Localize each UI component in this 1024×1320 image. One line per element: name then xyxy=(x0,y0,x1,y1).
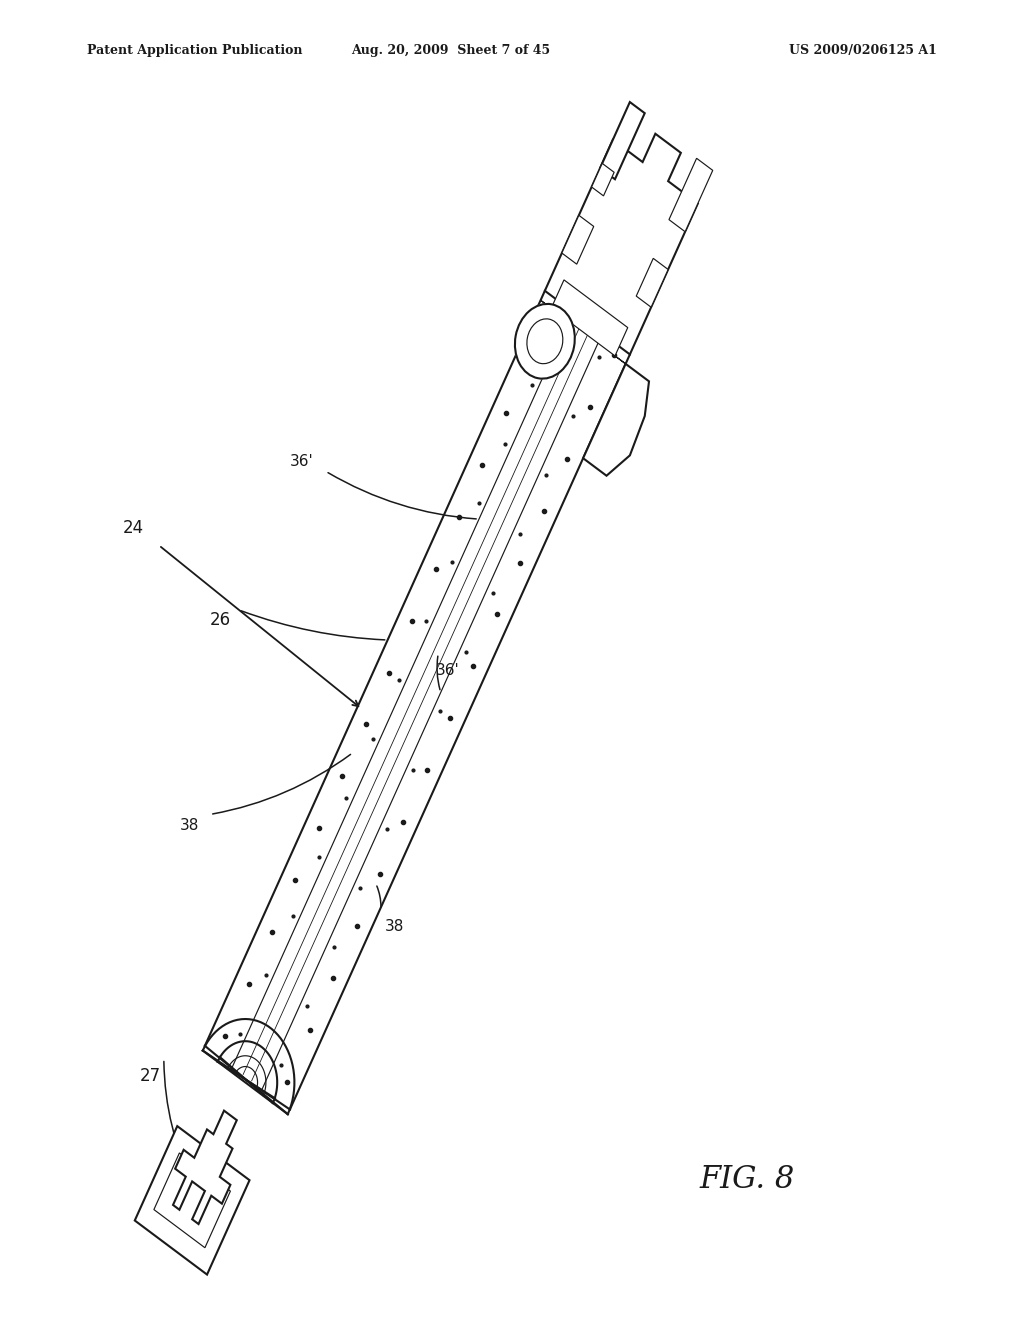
Text: FIG. 8: FIG. 8 xyxy=(699,1164,796,1195)
Polygon shape xyxy=(669,158,713,232)
Text: 36': 36' xyxy=(290,454,314,470)
Text: Patent Application Publication: Patent Application Publication xyxy=(87,44,302,57)
Polygon shape xyxy=(636,259,668,308)
Text: 27: 27 xyxy=(140,1067,161,1085)
Polygon shape xyxy=(135,1126,250,1275)
Text: Aug. 20, 2009  Sheet 7 of 45: Aug. 20, 2009 Sheet 7 of 45 xyxy=(351,44,550,57)
Text: 38: 38 xyxy=(180,817,199,833)
Text: 26: 26 xyxy=(210,611,230,630)
Text: 38: 38 xyxy=(385,919,403,935)
Ellipse shape xyxy=(515,304,574,379)
Text: 36': 36' xyxy=(435,663,460,678)
Polygon shape xyxy=(592,164,614,195)
Text: US 2009/0206125 A1: US 2009/0206125 A1 xyxy=(790,44,937,57)
Polygon shape xyxy=(562,215,594,264)
Text: 24: 24 xyxy=(123,519,143,537)
Polygon shape xyxy=(583,364,649,475)
Polygon shape xyxy=(545,133,698,354)
Polygon shape xyxy=(541,280,628,364)
Polygon shape xyxy=(173,1110,237,1224)
Polygon shape xyxy=(600,102,645,180)
Polygon shape xyxy=(154,1152,230,1247)
